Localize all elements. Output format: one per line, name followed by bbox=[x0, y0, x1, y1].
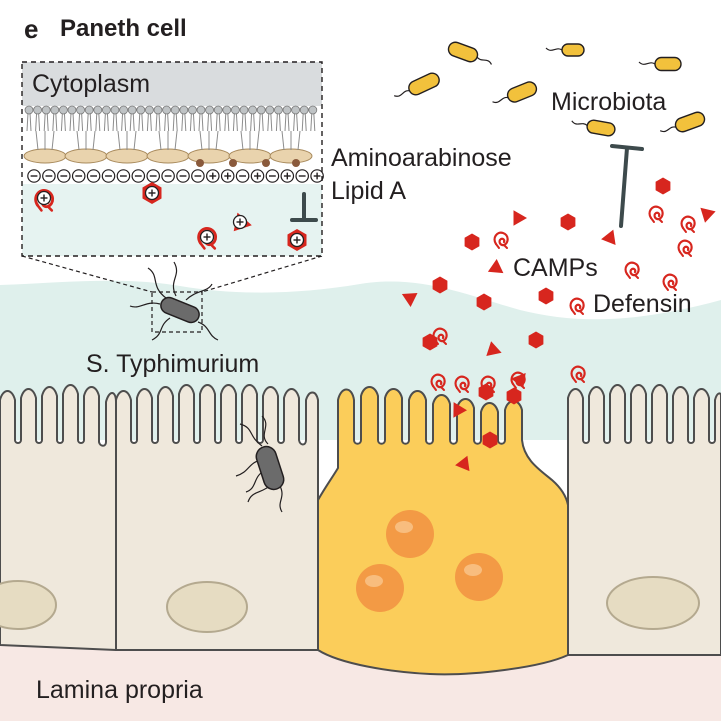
panel-letter: e bbox=[24, 14, 39, 44]
zoom-line-1 bbox=[21, 255, 153, 293]
camps-molecules bbox=[401, 177, 716, 472]
granule-3 bbox=[455, 553, 503, 601]
epithelium bbox=[0, 384, 721, 656]
s-typhimurium-label: S. Typhimurium bbox=[86, 350, 260, 378]
nucleus-middle bbox=[166, 581, 248, 633]
granule-1 bbox=[386, 510, 434, 558]
salmonella-in-mucus bbox=[129, 261, 219, 341]
lipid-a-label: Lipid A bbox=[331, 177, 407, 205]
membrane-charge-row bbox=[27, 169, 324, 183]
nucleus-left bbox=[0, 580, 57, 630]
inhibition-symbol-inset bbox=[290, 192, 318, 222]
zoom-region bbox=[151, 291, 203, 333]
defensin-label: Defensin bbox=[593, 290, 692, 318]
microbiota-label: Microbiota bbox=[551, 88, 667, 116]
camps-label: CAMPs bbox=[513, 254, 598, 282]
inhibition-symbol-microbiota bbox=[610, 144, 644, 228]
lipid-bilayer bbox=[23, 105, 318, 167]
panel-title: Paneth cell bbox=[60, 15, 187, 42]
zoom-line-2 bbox=[201, 255, 323, 293]
microbiota-bacteria bbox=[393, 41, 706, 137]
aminoarabinose-label: Aminoarabinose bbox=[331, 144, 512, 172]
extracellular-region bbox=[22, 184, 322, 256]
cytoplasm-label: Cytoplasm bbox=[32, 70, 151, 98]
membrane-inset bbox=[21, 61, 324, 257]
paneth-granules bbox=[356, 510, 503, 612]
granule-2 bbox=[356, 564, 404, 612]
lamina-propria-label: Lamina propria bbox=[36, 676, 203, 704]
nucleus-right bbox=[606, 576, 700, 630]
inset-camp-molecules bbox=[34, 182, 307, 251]
cytoplasm-region bbox=[22, 62, 322, 106]
salmonella-invading bbox=[235, 415, 285, 513]
